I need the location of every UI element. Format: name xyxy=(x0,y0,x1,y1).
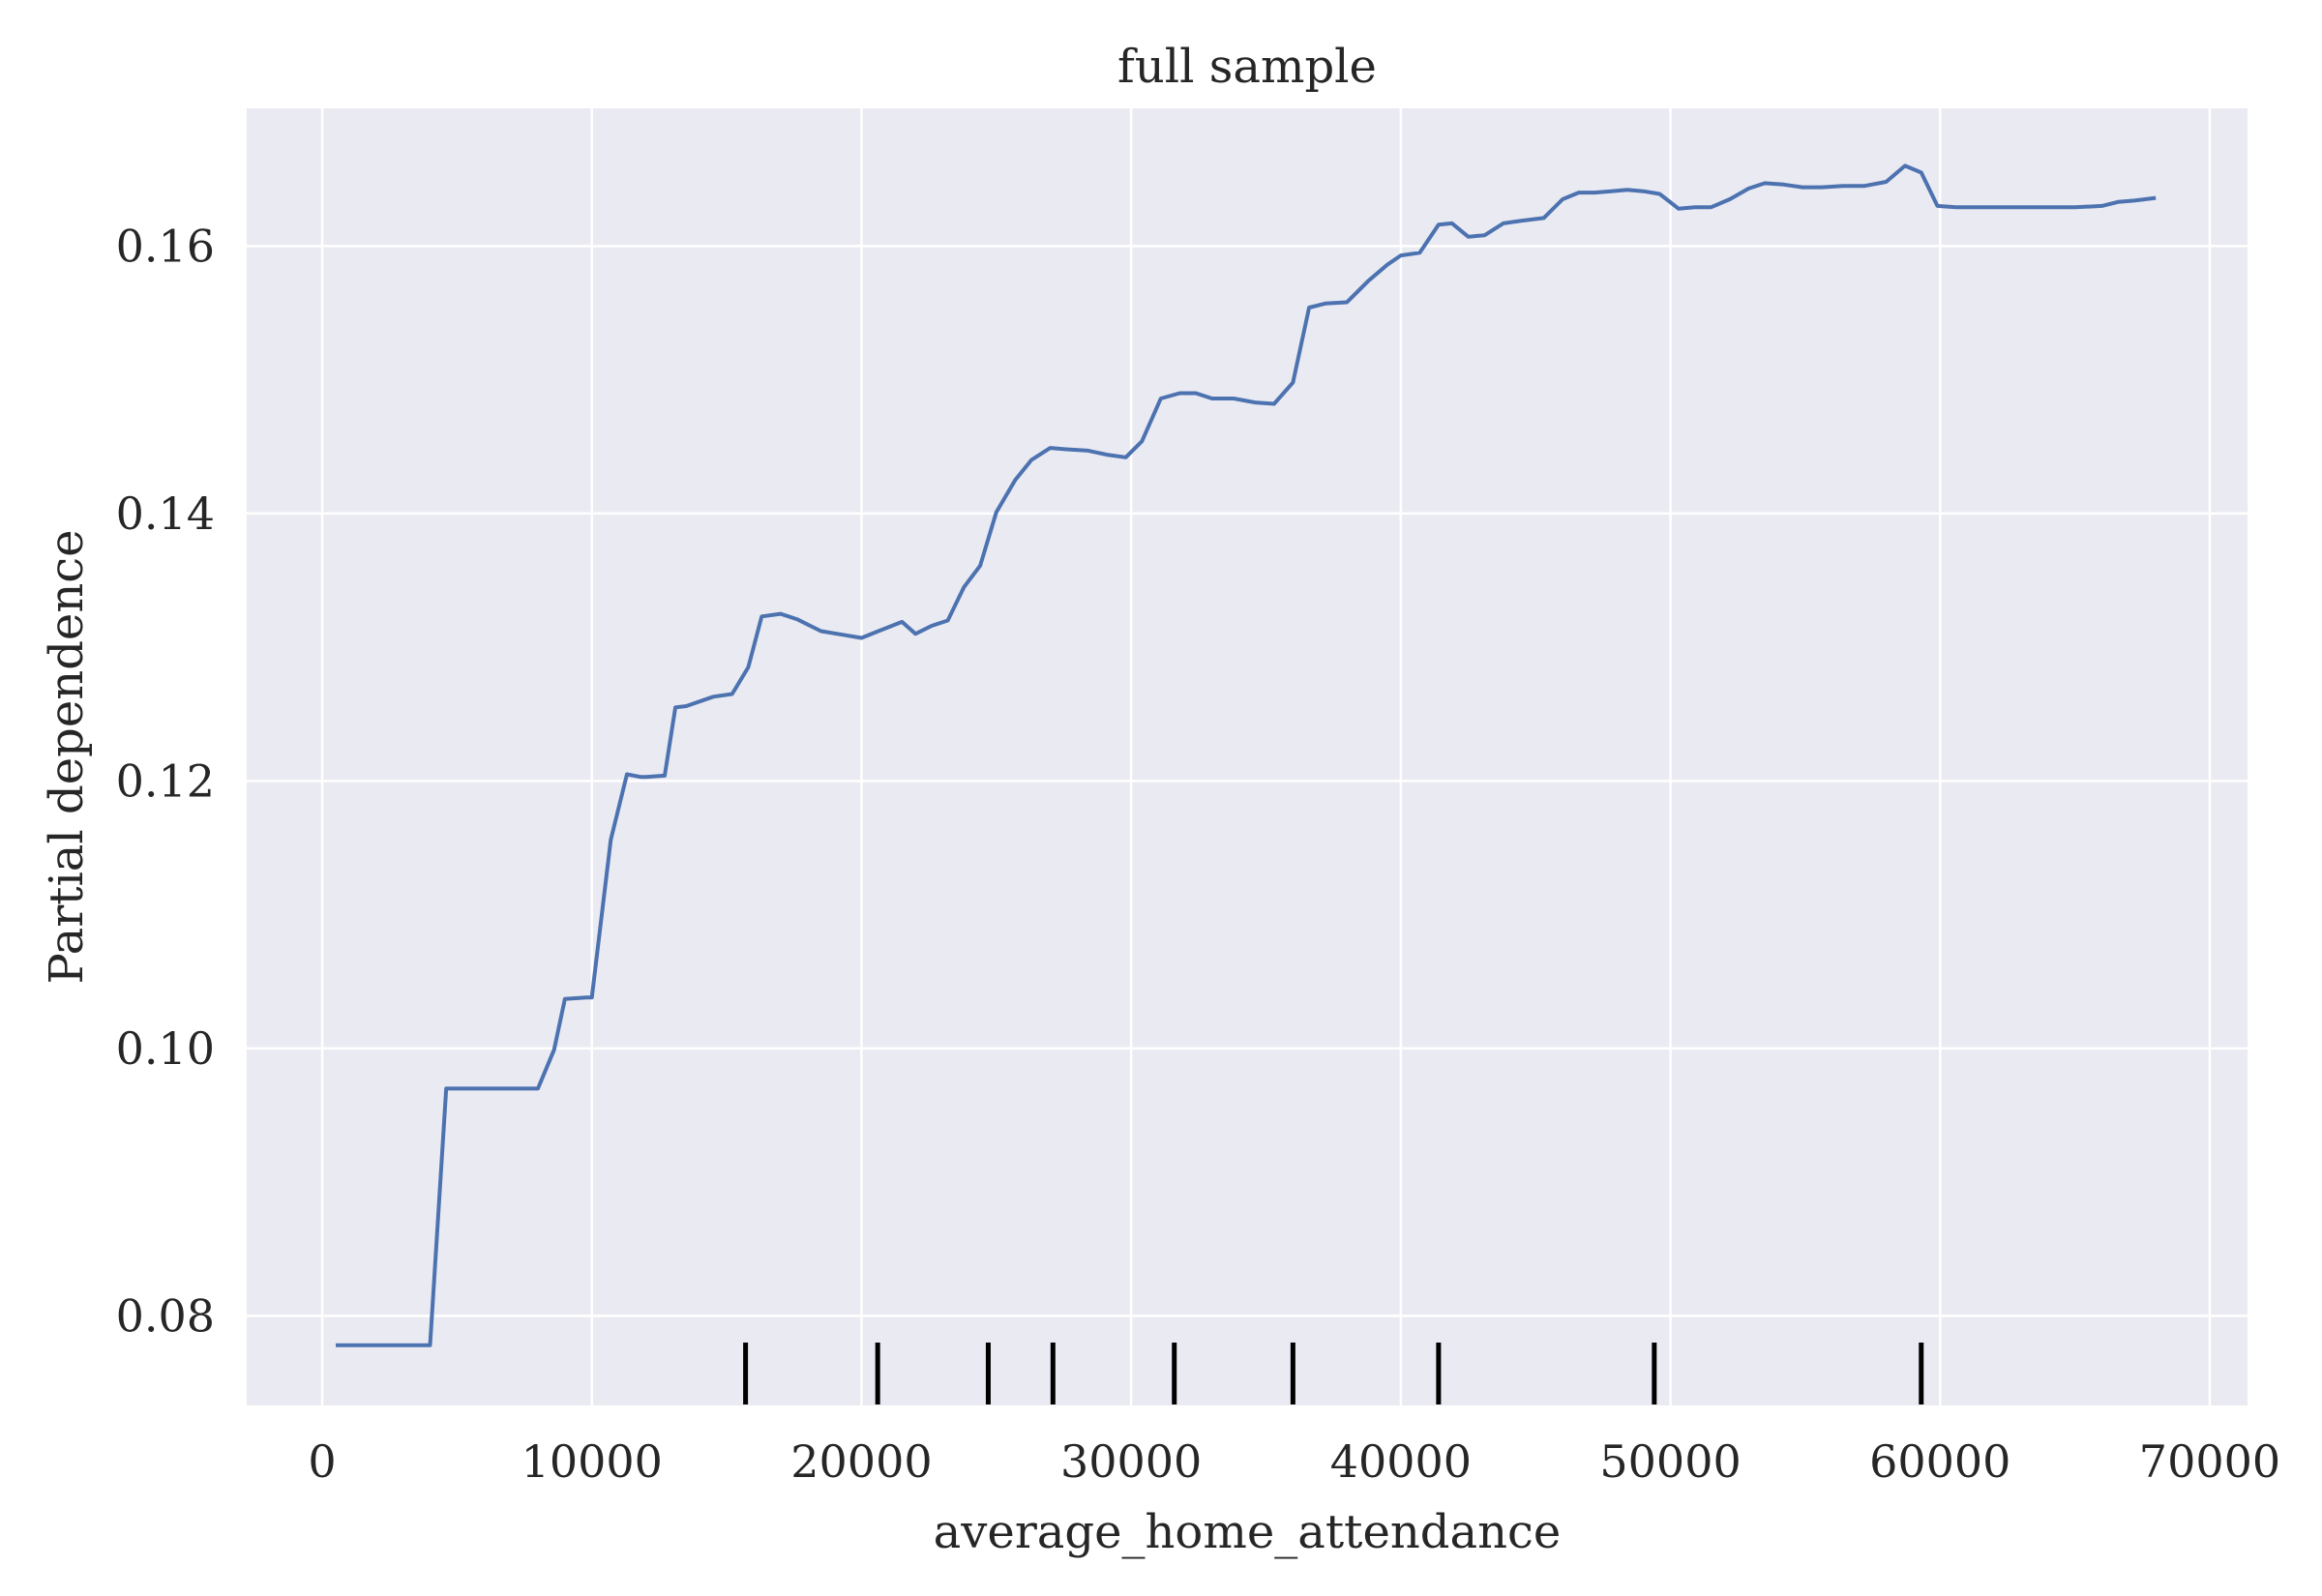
plot-area xyxy=(247,108,2248,1405)
x-tick-label: 60000 xyxy=(1869,1435,2010,1488)
chart-title: full sample xyxy=(1117,40,1377,94)
x-tick-label: 10000 xyxy=(521,1435,663,1488)
x-tick-label: 30000 xyxy=(1060,1435,1202,1488)
y-tick-labels: 0.08 0.10 0.12 0.14 0.16 xyxy=(116,220,215,1342)
x-tick-label: 50000 xyxy=(1599,1435,1741,1488)
y-tick-label: 0.12 xyxy=(116,754,215,807)
y-axis-label: Partial dependence xyxy=(40,529,94,984)
y-tick-label: 0.08 xyxy=(116,1289,215,1342)
partial-dependence-line xyxy=(336,163,2157,1347)
x-tick-label: 40000 xyxy=(1330,1435,1472,1488)
x-tick-label: 70000 xyxy=(2139,1435,2280,1488)
x-axis-label: average_home_attendance xyxy=(934,1505,1562,1559)
x-tick-label: 20000 xyxy=(790,1435,932,1488)
y-tick-label: 0.14 xyxy=(116,488,215,540)
rug-marks xyxy=(743,1343,1924,1404)
y-tick-label: 0.16 xyxy=(116,220,215,272)
x-tick-labels: 0 10000 20000 30000 40000 50000 60000 70000 xyxy=(308,1435,2280,1488)
grid-lines xyxy=(247,108,2248,1405)
y-tick-label: 0.10 xyxy=(116,1022,215,1075)
x-tick-label: 0 xyxy=(308,1435,336,1488)
